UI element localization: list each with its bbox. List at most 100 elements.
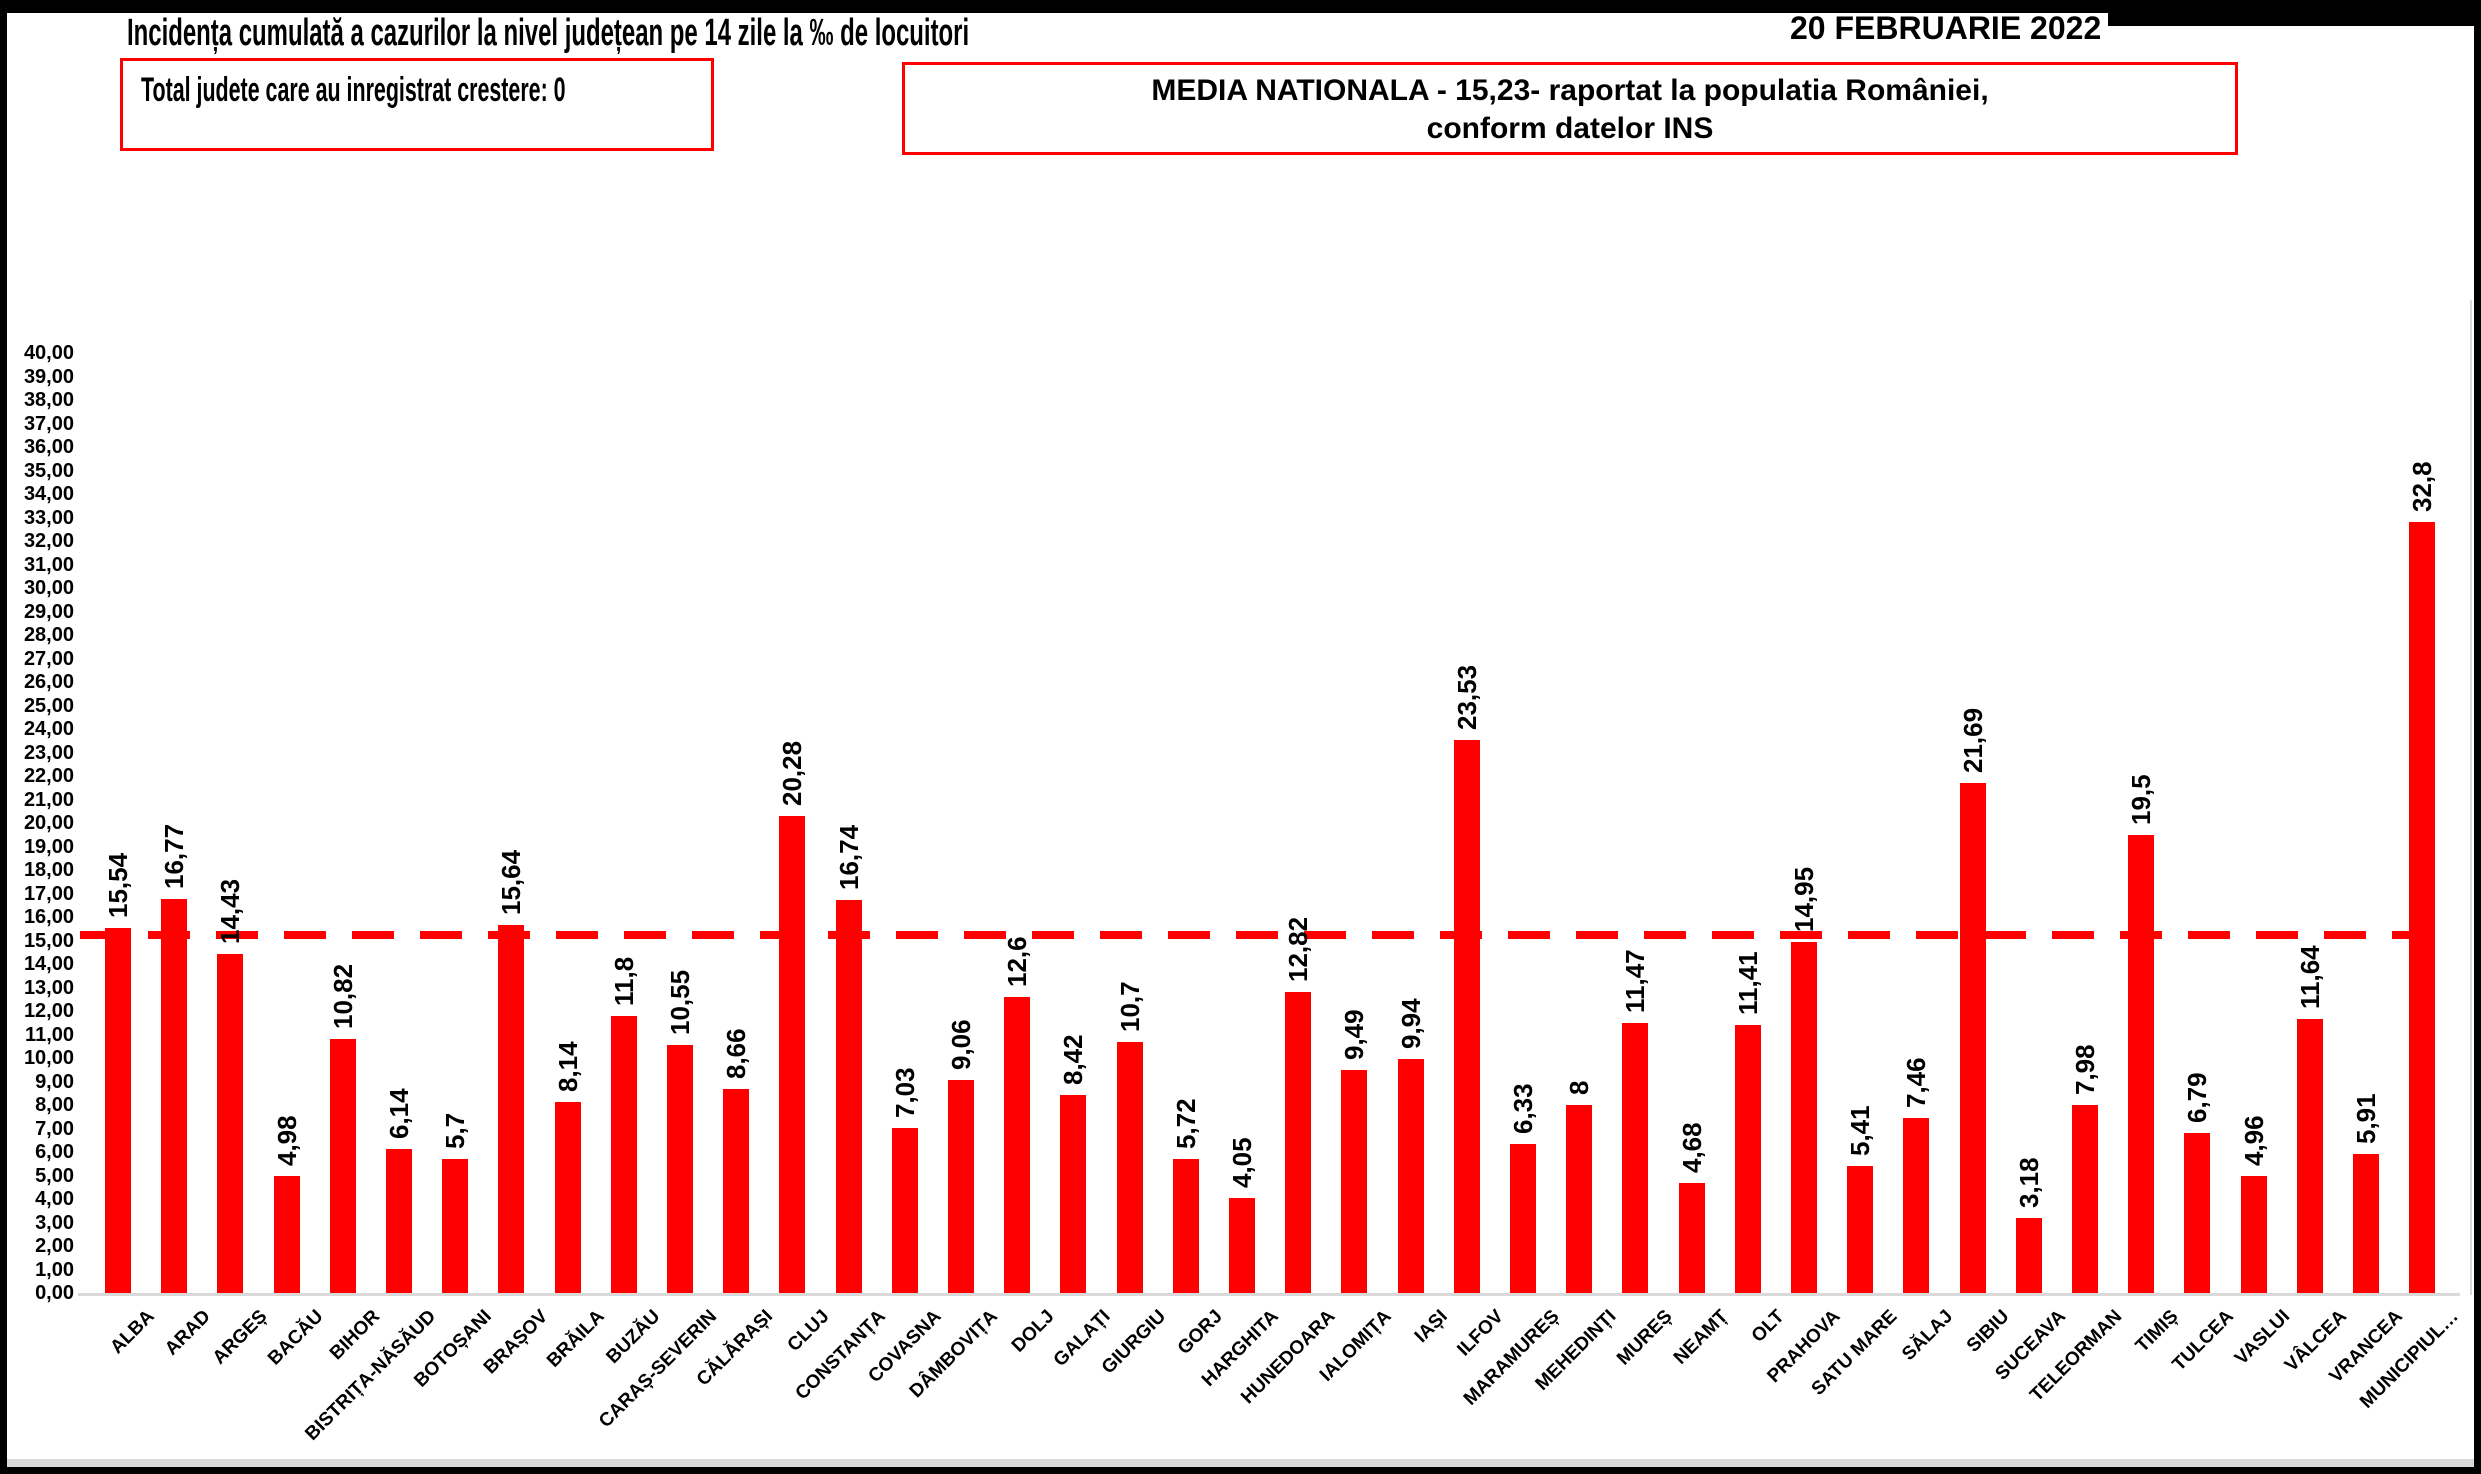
growth-summary-box: Total judete care au inregistrat crester… bbox=[120, 58, 714, 151]
bar-value-label: 8,66 bbox=[721, 1028, 752, 1080]
bar-neamț bbox=[1678, 1183, 1705, 1293]
y-axis-tick-label: 3,00 bbox=[35, 1211, 74, 1234]
bar-value-label: 14,95 bbox=[1789, 866, 1819, 932]
frame-right bbox=[2474, 0, 2481, 1474]
bar-value-label: 21,69 bbox=[1957, 708, 1988, 774]
national-average-text-line1: MEDIA NATIONALA - 15,23- raportat la pop… bbox=[1151, 74, 1989, 107]
bar-timiș bbox=[2128, 834, 2155, 1293]
bar-value-label: 5,41 bbox=[1845, 1105, 1876, 1156]
y-axis-tick-label: 8,00 bbox=[35, 1094, 74, 1116]
bar-value-label: 4,98 bbox=[271, 1115, 302, 1166]
y-axis-tick-label: 21,00 bbox=[23, 788, 74, 811]
x-axis-label: IAȘI bbox=[1410, 1306, 1452, 1347]
bar-covasna bbox=[891, 1127, 918, 1293]
y-axis-tick-label: 38,00 bbox=[23, 389, 74, 411]
bar-ilfov bbox=[1453, 740, 1480, 1293]
bar-value-label: 14,43 bbox=[215, 878, 246, 944]
bar-value-label: 4,68 bbox=[1676, 1122, 1707, 1174]
y-axis-tick-label: 37,00 bbox=[23, 412, 74, 435]
bar-value-label: 4,05 bbox=[1227, 1137, 1257, 1188]
y-axis-tick-label: 9,00 bbox=[35, 1070, 74, 1093]
frame-left bbox=[0, 0, 7, 1474]
bar-dolj bbox=[1004, 996, 1031, 1293]
bar-value-label: 8,14 bbox=[552, 1041, 583, 1092]
y-axis-tick-label: 26,00 bbox=[23, 671, 74, 693]
bar-value-label: 6,33 bbox=[1508, 1083, 1538, 1135]
bar-giurgiu bbox=[1116, 1041, 1143, 1293]
x-axis-label: BACĂU bbox=[264, 1306, 328, 1370]
bar-brăila bbox=[554, 1101, 581, 1293]
x-axis-label: NEAMȚ bbox=[1669, 1306, 1733, 1369]
national-average-line bbox=[80, 931, 2452, 940]
y-axis-tick-label: 40,00 bbox=[23, 342, 74, 364]
bar-value-label: 12,82 bbox=[1283, 916, 1314, 982]
bar-vaslui bbox=[2240, 1176, 2267, 1293]
x-axis-label: ALBA bbox=[106, 1306, 159, 1359]
bar-mehedinți bbox=[1566, 1105, 1593, 1293]
bar-arad bbox=[161, 898, 188, 1293]
x-axis-label: SĂLAJ bbox=[1898, 1306, 1958, 1365]
bar-sibiu bbox=[1959, 783, 1986, 1293]
chart-title: Incidența cumulată a cazurilor la nivel … bbox=[127, 12, 970, 54]
bar-value-label: 11,8 bbox=[608, 956, 639, 1006]
frame-top bbox=[0, 0, 2481, 13]
x-axis-label: MUREȘ bbox=[1612, 1306, 1677, 1370]
y-axis-tick-label: 23,00 bbox=[23, 741, 74, 764]
x-axis-label: SIBIU bbox=[1962, 1306, 2014, 1357]
y-axis-tick-label: 13,00 bbox=[23, 976, 74, 999]
y-axis-tick-label: 24,00 bbox=[23, 718, 74, 740]
frame-bottom bbox=[0, 1467, 2481, 1474]
bar-value-label: 8 bbox=[1564, 1080, 1595, 1095]
x-axis-label: ARGEȘ bbox=[208, 1306, 272, 1369]
bar-cluj bbox=[779, 816, 806, 1293]
y-axis-tick-label: 28,00 bbox=[23, 624, 74, 646]
bar-value-label: 15,64 bbox=[496, 850, 527, 916]
y-axis-tick-label: 36,00 bbox=[23, 436, 74, 458]
y-axis-tick-label: 15,00 bbox=[23, 929, 74, 952]
bar-value-label: 16,74 bbox=[833, 824, 864, 890]
bar-dâmbovița bbox=[948, 1080, 974, 1293]
y-axis-tick-label: 12,00 bbox=[23, 1000, 74, 1022]
x-axis-line bbox=[78, 1293, 2460, 1296]
bar-suceava bbox=[2015, 1218, 2042, 1293]
bar-value-label: 11,47 bbox=[1620, 949, 1651, 1014]
bar-iași bbox=[1397, 1059, 1424, 1293]
y-axis-tick-label: 34,00 bbox=[23, 483, 74, 505]
y-axis-tick-label: 20,00 bbox=[23, 812, 74, 834]
bar-vrancea bbox=[2353, 1154, 2379, 1293]
x-axis-label: GORJ bbox=[1173, 1306, 1227, 1359]
y-axis-tick-label: 32,00 bbox=[23, 530, 74, 552]
bar-value-label: 12,6 bbox=[1002, 936, 1033, 987]
x-axis-label: CLUJ bbox=[783, 1306, 834, 1356]
bar-value-label: 20,28 bbox=[777, 741, 808, 807]
y-axis-tick-label: 27,00 bbox=[23, 647, 74, 670]
y-axis-tick-label: 6,00 bbox=[35, 1141, 74, 1163]
y-axis-tick-label: 25,00 bbox=[23, 694, 74, 717]
bar-value-label: 6,79 bbox=[2182, 1072, 2213, 1124]
x-axis-label: BRĂILA bbox=[542, 1306, 609, 1372]
bar-value-label: 10,7 bbox=[1114, 980, 1145, 1032]
y-axis-tick-label: 0,00 bbox=[35, 1282, 74, 1304]
bar-constanța bbox=[835, 899, 862, 1293]
y-axis-tick-label: 2,00 bbox=[35, 1235, 74, 1257]
y-axis-tick-label: 31,00 bbox=[23, 553, 74, 576]
bar-prahova bbox=[1791, 941, 1817, 1293]
y-axis-tick-label: 1,00 bbox=[35, 1258, 74, 1281]
bar-municipiul… bbox=[2409, 522, 2436, 1293]
bar-brașov bbox=[498, 925, 525, 1293]
bar-caraș-severin bbox=[667, 1045, 693, 1293]
bar-value-label: 10,82 bbox=[327, 963, 358, 1029]
bar-mureș bbox=[1622, 1023, 1649, 1293]
bar-galați bbox=[1060, 1095, 1087, 1293]
bar-value-label: 5,72 bbox=[1170, 1097, 1201, 1149]
x-axis-label: OLT bbox=[1747, 1306, 1789, 1347]
y-axis-tick-label: 17,00 bbox=[23, 882, 74, 905]
bar-value-label: 7,03 bbox=[889, 1067, 920, 1118]
y-axis-tick-label: 29,00 bbox=[23, 600, 74, 623]
y-axis-tick-label: 10,00 bbox=[23, 1047, 74, 1069]
y-axis-tick-label: 39,00 bbox=[23, 365, 74, 388]
bar-value-label: 19,5 bbox=[2126, 774, 2157, 825]
y-axis-tick-label: 11,00 bbox=[25, 1023, 74, 1046]
bar-value-label: 16,77 bbox=[159, 823, 190, 889]
